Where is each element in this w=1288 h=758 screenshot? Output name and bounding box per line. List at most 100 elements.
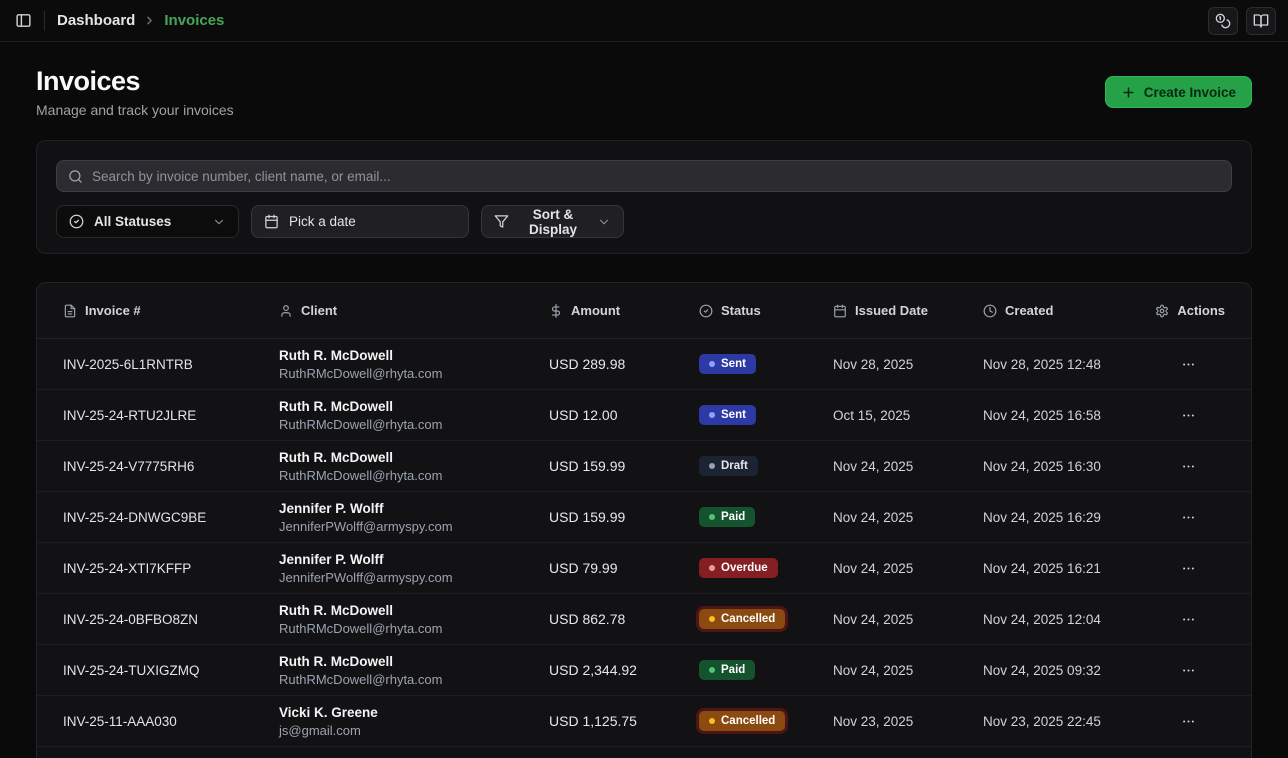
invoice-amount: USD 159.99 — [549, 509, 699, 525]
status-label: Sent — [721, 358, 746, 370]
issued-date: Nov 24, 2025 — [833, 663, 983, 678]
client-email: RuthRMcDowell@rhyta.com — [279, 365, 549, 382]
created-date: Nov 23, 2025 22:45 — [983, 714, 1151, 729]
client-email: RuthRMcDowell@rhyta.com — [279, 620, 549, 637]
invoice-number: INV-25-24-RTU2JLRE — [63, 408, 279, 423]
client-email: RuthRMcDowell@rhyta.com — [279, 416, 549, 433]
status-label: Cancelled — [721, 715, 775, 727]
file-icon — [63, 304, 77, 318]
page-subtitle: Manage and track your invoices — [36, 102, 234, 118]
table-row[interactable]: INV-25-11-AAA030 Vicki K. Greene js@gmai… — [37, 696, 1251, 747]
status-dot-icon — [709, 565, 715, 571]
created-date: Nov 24, 2025 16:30 — [983, 459, 1151, 474]
client-name: Ruth R. McDowell — [279, 602, 549, 620]
status-dot-icon — [709, 412, 715, 418]
sidebar-toggle-button[interactable] — [8, 7, 38, 35]
created-date: Nov 24, 2025 16:21 — [983, 561, 1151, 576]
column-header-invoice: Invoice # — [63, 303, 279, 318]
table-row[interactable]: INV-2025-6L1RNTRB Ruth R. McDowell RuthR… — [37, 339, 1251, 390]
column-header-created: Created — [983, 303, 1151, 318]
issued-date: Nov 24, 2025 — [833, 612, 983, 627]
column-header-status: Status — [699, 303, 833, 318]
ellipsis-icon — [1181, 561, 1196, 576]
check-circle-icon — [699, 304, 713, 318]
chevron-right-icon — [143, 14, 156, 27]
issued-date: Nov 24, 2025 — [833, 459, 983, 474]
status-filter-select[interactable]: All Statuses — [56, 205, 239, 238]
client-name: Ruth R. McDowell — [279, 347, 549, 365]
status-badge: Sent — [699, 405, 756, 425]
issued-date: Nov 24, 2025 — [833, 510, 983, 525]
row-actions-button[interactable] — [1174, 709, 1202, 733]
created-date: Nov 24, 2025 16:58 — [983, 408, 1151, 423]
status-dot-icon — [709, 463, 715, 469]
row-actions-button[interactable] — [1174, 352, 1202, 376]
sort-display-label: Sort & Display — [519, 207, 587, 237]
page-header: Invoices Manage and track your invoices … — [36, 66, 1252, 118]
row-actions-button[interactable] — [1174, 505, 1202, 529]
ellipsis-icon — [1181, 663, 1196, 678]
status-dot-icon — [709, 514, 715, 520]
status-label: Draft — [721, 460, 748, 472]
date-filter-button[interactable]: Pick a date — [251, 205, 469, 238]
column-header-actions: Actions — [1151, 303, 1225, 318]
status-badge: Overdue — [699, 558, 778, 578]
status-dot-icon — [709, 667, 715, 673]
table-header: Invoice # Client Amount Status — [37, 283, 1251, 339]
topbar-divider — [44, 11, 45, 31]
ellipsis-icon — [1181, 714, 1196, 729]
client-name: Ruth R. McDowell — [279, 449, 549, 467]
credits-button[interactable] — [1208, 7, 1238, 35]
table-row[interactable]: INV-25-24-TUXIGZMQ Ruth R. McDowell Ruth… — [37, 645, 1251, 696]
client-name: Ruth R. McDowell — [279, 653, 549, 671]
issued-date: Nov 28, 2025 — [833, 357, 983, 372]
invoice-amount: USD 1,125.75 — [549, 713, 699, 729]
chevron-down-icon — [597, 215, 611, 229]
create-invoice-button[interactable]: Create Invoice — [1105, 76, 1252, 108]
breadcrumb-dashboard-link[interactable]: Dashboard — [57, 12, 135, 29]
topbar: Dashboard Invoices — [0, 0, 1288, 42]
client-email: js@gmail.com — [279, 722, 549, 739]
search-input[interactable] — [92, 169, 1220, 184]
table-row[interactable]: Ruth R. McDowell — [37, 747, 1251, 758]
row-actions-button[interactable] — [1174, 403, 1202, 427]
table-row[interactable]: INV-25-24-RTU2JLRE Ruth R. McDowell Ruth… — [37, 390, 1251, 441]
clock-icon — [983, 304, 997, 318]
invoice-number: INV-25-11-AAA030 — [63, 714, 279, 729]
table-row[interactable]: INV-25-24-V7775RH6 Ruth R. McDowell Ruth… — [37, 441, 1251, 492]
table-row[interactable]: INV-25-24-0BFBO8ZN Ruth R. McDowell Ruth… — [37, 594, 1251, 645]
search-icon — [68, 169, 83, 184]
issued-date: Nov 23, 2025 — [833, 714, 983, 729]
plus-icon — [1121, 85, 1136, 100]
invoice-table: Invoice # Client Amount Status — [36, 282, 1252, 758]
row-actions-button[interactable] — [1174, 556, 1202, 580]
row-actions-button[interactable] — [1174, 454, 1202, 478]
table-row[interactable]: INV-25-24-XTI7KFFP Jennifer P. Wolff Jen… — [37, 543, 1251, 594]
invoice-number: INV-25-24-DNWGC9BE — [63, 510, 279, 525]
chevron-down-icon — [212, 215, 226, 229]
invoice-number: INV-25-24-0BFBO8ZN — [63, 612, 279, 627]
topbar-actions — [1208, 7, 1276, 35]
invoice-amount: USD 2,344.92 — [549, 662, 699, 678]
status-badge: Cancelled — [699, 609, 785, 629]
created-date: Nov 24, 2025 16:29 — [983, 510, 1151, 525]
issued-date: Oct 15, 2025 — [833, 408, 983, 423]
ellipsis-icon — [1181, 612, 1196, 627]
row-actions-button[interactable] — [1174, 658, 1202, 682]
row-actions-button[interactable] — [1174, 607, 1202, 631]
status-badge: Paid — [699, 660, 755, 680]
sort-display-button[interactable]: Sort & Display — [481, 205, 624, 238]
status-badge: Cancelled — [699, 711, 785, 731]
ellipsis-icon — [1181, 459, 1196, 474]
docs-button[interactable] — [1246, 7, 1276, 35]
table-row[interactable]: INV-25-24-DNWGC9BE Jennifer P. Wolff Jen… — [37, 492, 1251, 543]
calendar-icon — [833, 304, 847, 318]
created-date: Nov 28, 2025 12:48 — [983, 357, 1151, 372]
created-date: Nov 24, 2025 12:04 — [983, 612, 1151, 627]
status-label: Paid — [721, 511, 745, 523]
invoice-number: INV-25-24-TUXIGZMQ — [63, 663, 279, 678]
filters-card: All Statuses Pick a date Sort & Display — [36, 140, 1252, 254]
breadcrumb-current-page: Invoices — [164, 12, 224, 29]
status-badge: Draft — [699, 456, 758, 476]
invoice-amount: USD 12.00 — [549, 407, 699, 423]
